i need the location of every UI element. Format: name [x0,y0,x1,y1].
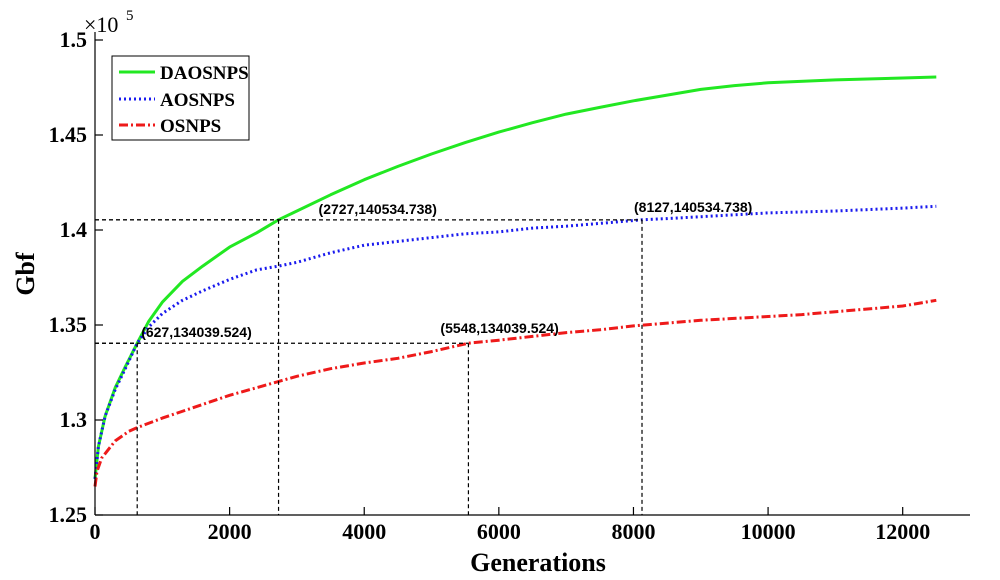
y-exponent-power: 5 [126,8,134,24]
annotation-label: (8127,140534.738) [634,199,752,215]
series-line-aosnps [93,204,937,480]
y-tick-label: 1.4 [60,217,88,242]
annotation-label: (5548,134039.524) [440,320,558,336]
annotation-label: (627,134039.524) [141,324,252,340]
x-tick-label: 2000 [208,519,252,544]
axes: 0 2000 4000 6000 8000 10000 12000 1.25 1.3 1.35 1.… [49,27,970,544]
legend: DAOSNPS AOSNPS OSNPS [111,55,250,141]
y-tick-label: 1.25 [49,502,88,527]
legend-label-daosnps: DAOSNPS [160,63,249,84]
x-tick-label: 4000 [342,519,386,544]
x-tick-label: 8000 [611,519,655,544]
x-tick-label: 6000 [477,519,521,544]
x-tick-label: 12000 [875,519,930,544]
x-axis-title: Generations [470,548,606,577]
x-tick-label: 0 [90,519,101,544]
y-exponent-label: ×10 [84,12,118,37]
series-line-osnps [93,298,937,487]
y-tick-label: 1.45 [49,122,88,147]
y-tick-label: 1.5 [60,27,88,52]
legend-label-aosnps: AOSNPS [160,90,235,111]
y-tick-label: 1.3 [60,407,88,432]
y-axis-title: Gbf [11,252,40,296]
y-tick-label: 1.35 [49,312,88,337]
x-tick-label: 10000 [741,519,796,544]
annotation-layer: (627,134039.524) (2727,140534.738) (5548,1… [95,199,752,515]
legend-label-osnps: OSNPS [160,116,221,137]
annotation-label: (2727,140534.738) [319,201,437,217]
